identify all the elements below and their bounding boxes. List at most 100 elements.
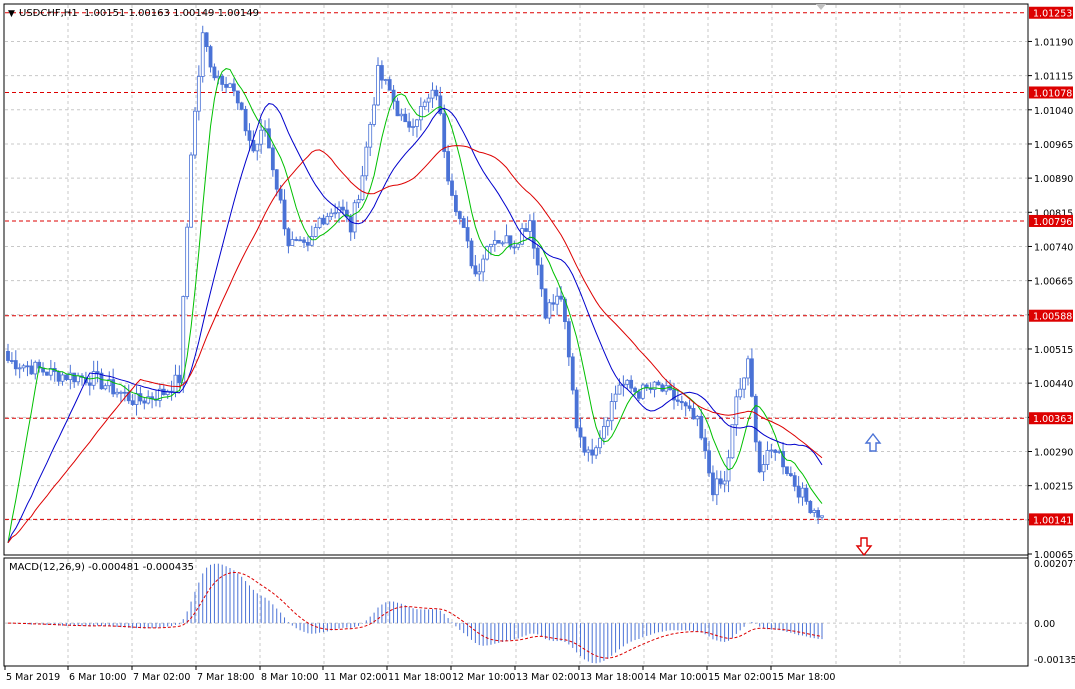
candle-body <box>243 108 248 132</box>
y-tick-label: 1.00740 <box>1034 242 1073 253</box>
level-tag <box>1029 309 1073 322</box>
candle-body <box>189 154 193 228</box>
candle-body <box>341 206 345 211</box>
macd-label: MACD(12,26,9) -0.000481 -0.000435 <box>9 562 194 573</box>
candle-body <box>13 360 18 370</box>
candle-body <box>769 449 774 452</box>
candle-body <box>687 405 692 409</box>
ma-line-21 <box>7 103 823 544</box>
candle-body <box>695 415 700 420</box>
candle-body <box>282 199 287 230</box>
candle-body <box>711 472 715 496</box>
price-axis: 1.01190 1.01115 1.01040 1.00965 1.00890 1.008… <box>1028 6 1075 666</box>
candle-body <box>675 399 680 402</box>
candle-body <box>317 217 322 228</box>
candle-body <box>204 32 209 48</box>
candle-body <box>442 113 447 152</box>
candle-body <box>574 389 579 429</box>
candle-body <box>138 393 143 402</box>
level-tag-label: 1.00363 <box>1033 414 1072 425</box>
candle-body <box>29 365 34 375</box>
candle-body <box>524 228 528 232</box>
candle-body <box>527 220 532 232</box>
candle-body <box>177 374 182 384</box>
candle-body <box>551 302 556 305</box>
x-tick-label: 7 Mar 18:00 <box>197 672 254 683</box>
candle-body <box>25 365 30 368</box>
candle-body <box>356 199 361 204</box>
candle-body <box>496 240 501 244</box>
candle-body <box>812 510 817 513</box>
x-tick-label: 5 Mar 2019 <box>6 672 60 683</box>
level-tag <box>1029 412 1073 425</box>
candle-body <box>255 143 260 152</box>
candle-body <box>220 76 225 85</box>
price-pane-frame <box>3 3 1029 556</box>
candle-body <box>185 226 190 297</box>
candle-body <box>348 216 353 233</box>
candle-body <box>438 95 443 115</box>
candle-body <box>418 106 423 121</box>
candle-body <box>333 212 338 215</box>
chart-title-arrow[interactable]: ▼ <box>8 9 15 19</box>
candle-body <box>461 218 466 228</box>
candle-body <box>415 119 419 127</box>
candle-body <box>21 365 26 369</box>
candle-body <box>130 400 135 405</box>
candle-body <box>146 396 151 404</box>
level-tag-label: 1.00796 <box>1033 217 1072 228</box>
candle-body <box>477 271 482 275</box>
candle-body <box>383 79 388 81</box>
candle-body <box>372 104 377 125</box>
candle-body <box>757 441 762 473</box>
candle-body <box>119 391 123 394</box>
candle-body <box>672 389 676 401</box>
candle-body <box>270 147 275 171</box>
candle-body <box>379 65 384 81</box>
candle-body <box>360 175 365 201</box>
candle-body <box>734 396 739 426</box>
candle-body <box>274 169 279 190</box>
candle-body <box>430 89 435 99</box>
candle-body <box>103 385 108 390</box>
candle-body <box>344 209 349 218</box>
y-tick-label: 1.00665 <box>1034 277 1073 288</box>
candle-body <box>547 302 552 319</box>
candle-body <box>235 90 240 104</box>
level-tag <box>1029 513 1073 526</box>
candle-body <box>683 402 688 407</box>
candle-body <box>115 391 119 395</box>
candle-body <box>543 288 548 319</box>
candle-body <box>777 451 782 453</box>
candle-body <box>465 227 470 242</box>
candle-body <box>391 89 396 102</box>
candle-body <box>302 239 306 243</box>
candle-body <box>481 258 486 273</box>
candle-body <box>352 202 357 233</box>
candle-body <box>512 246 517 249</box>
candle-body <box>796 485 801 498</box>
candle-body <box>637 391 641 399</box>
candle-body <box>329 212 334 217</box>
candle-body <box>707 450 711 474</box>
moving-averages <box>7 68 823 544</box>
candle-body <box>6 351 10 361</box>
x-tick-label: 11 Mar 02:00 <box>324 672 387 683</box>
level-tag-label: 1.00141 <box>1033 515 1072 526</box>
candle-body <box>703 437 708 452</box>
candle-body <box>68 372 73 381</box>
level-tag-label: 1.00588 <box>1033 312 1072 323</box>
candle-body <box>111 379 116 395</box>
candle-body <box>239 102 244 110</box>
candle-body <box>45 371 49 376</box>
horizontal-levels <box>5 12 1027 520</box>
candle-body <box>387 79 392 91</box>
candle-body <box>411 126 415 128</box>
x-tick-label: 15 Mar 18:00 <box>772 672 835 683</box>
y-tick-label: 1.00515 <box>1034 345 1073 356</box>
candle-body <box>247 130 252 141</box>
candle-body <box>305 241 310 246</box>
level-tag <box>1029 214 1073 227</box>
candle-body <box>578 427 583 438</box>
candle-body <box>660 384 665 392</box>
